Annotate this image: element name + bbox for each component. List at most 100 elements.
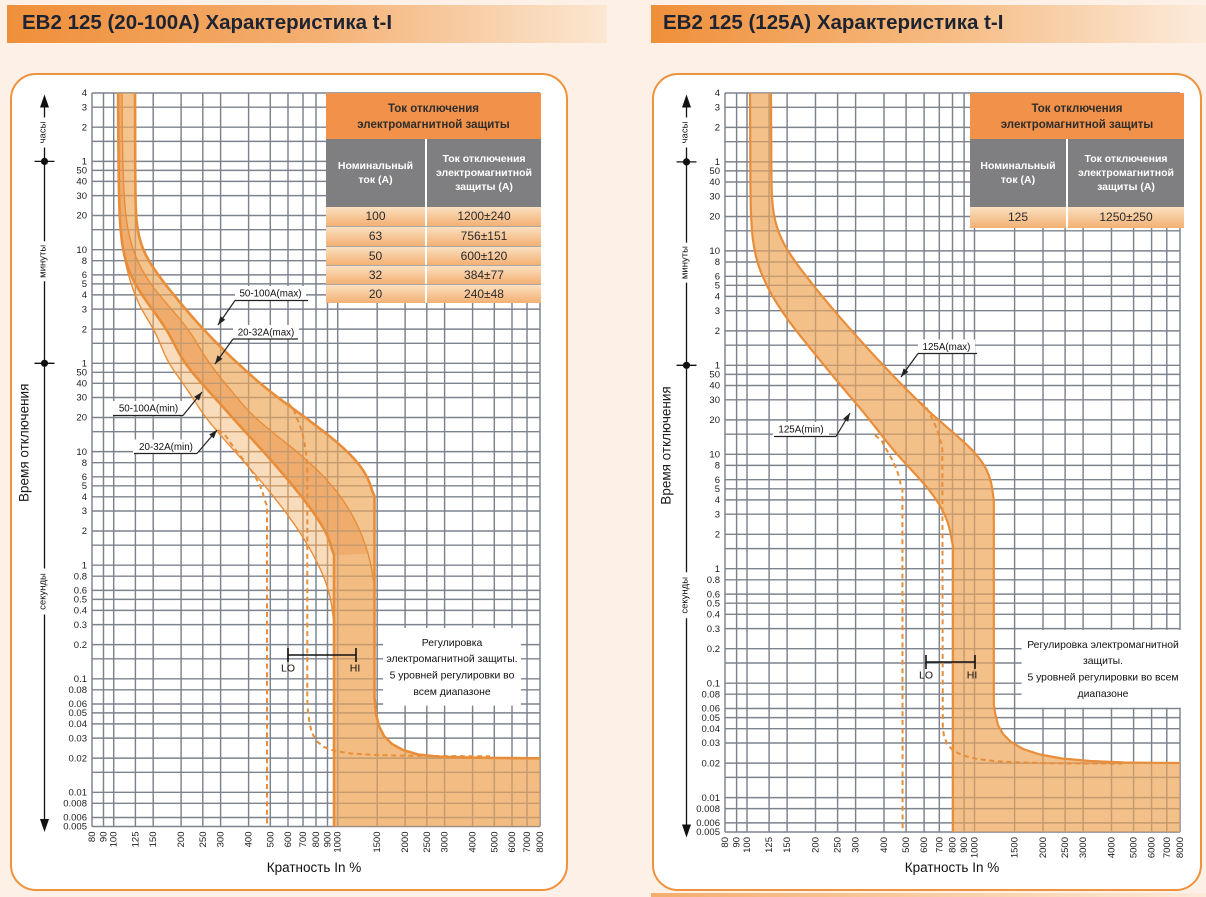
svg-text:HI: HI (967, 670, 978, 682)
svg-text:HI: HI (350, 663, 361, 675)
svg-text:30: 30 (76, 393, 87, 404)
svg-text:600: 600 (919, 837, 930, 853)
svg-text:100: 100 (109, 832, 120, 848)
svg-text:4000: 4000 (468, 832, 479, 853)
svg-text:0.08: 0.08 (702, 689, 721, 700)
svg-text:0.02: 0.02 (69, 753, 88, 764)
svg-text:5: 5 (82, 279, 87, 290)
svg-text:4: 4 (715, 88, 720, 99)
svg-text:4: 4 (715, 292, 720, 303)
svg-text:1: 1 (82, 359, 87, 370)
svg-text:150: 150 (782, 837, 793, 853)
svg-text:10: 10 (76, 447, 87, 458)
svg-text:40: 40 (76, 379, 87, 390)
svg-text:3: 3 (82, 304, 87, 315)
svg-text:50-100A(max): 50-100A(max) (239, 289, 301, 300)
svg-text:8: 8 (715, 461, 720, 472)
svg-text:0.2: 0.2 (707, 644, 720, 655)
svg-text:50: 50 (76, 368, 87, 379)
svg-text:900: 900 (959, 837, 970, 853)
svg-text:90: 90 (99, 832, 110, 843)
svg-text:1500: 1500 (1010, 837, 1021, 858)
svg-text:1: 1 (715, 157, 720, 168)
svg-text:125A(min): 125A(min) (778, 425, 823, 436)
svg-text:0.4: 0.4 (74, 606, 87, 617)
svg-text:10: 10 (76, 245, 87, 256)
svg-text:300: 300 (216, 832, 227, 848)
svg-text:80: 80 (720, 837, 731, 848)
svg-text:2: 2 (82, 324, 87, 335)
svg-text:6000: 6000 (507, 832, 518, 853)
svg-text:Кратность In %: Кратность In % (905, 860, 999, 875)
svg-text:400: 400 (879, 837, 890, 853)
svg-text:5 уровней регулировки во всем: 5 уровней регулировки во всем (1027, 673, 1178, 684)
svg-text:0.06: 0.06 (702, 704, 721, 715)
svg-text:50: 50 (76, 166, 87, 177)
svg-text:250: 250 (833, 837, 844, 853)
svg-text:часы: часы (37, 121, 48, 143)
svg-text:125A(max): 125A(max) (923, 342, 971, 353)
svg-text:80: 80 (87, 832, 98, 843)
svg-text:2: 2 (82, 122, 87, 133)
svg-text:200: 200 (176, 832, 187, 848)
svg-text:0.4: 0.4 (707, 610, 720, 621)
svg-text:5: 5 (715, 281, 720, 292)
svg-text:0.2: 0.2 (74, 640, 87, 651)
svg-text:3: 3 (715, 509, 720, 520)
svg-text:электромагнитной защиты.: электромагнитной защиты. (386, 654, 517, 665)
svg-text:LO: LO (919, 670, 933, 682)
svg-text:3000: 3000 (440, 832, 451, 853)
svg-text:8000: 8000 (1175, 837, 1186, 858)
svg-text:5000: 5000 (489, 832, 500, 853)
svg-text:90: 90 (732, 837, 743, 848)
svg-text:7000: 7000 (1162, 837, 1173, 858)
svg-text:20: 20 (76, 413, 87, 424)
svg-text:8000: 8000 (535, 832, 546, 853)
svg-text:2: 2 (715, 530, 720, 541)
svg-text:Регулировка электромагнитной: Регулировка электромагнитной (1027, 640, 1179, 651)
svg-text:10: 10 (709, 450, 720, 461)
svg-text:3: 3 (82, 506, 87, 517)
svg-text:40: 40 (709, 381, 720, 392)
svg-text:6: 6 (715, 475, 720, 486)
svg-text:0.03: 0.03 (702, 738, 721, 749)
svg-text:400: 400 (244, 832, 255, 848)
svg-text:50-100A(min): 50-100A(min) (119, 404, 178, 415)
svg-text:1: 1 (82, 560, 87, 571)
svg-text:300: 300 (851, 837, 862, 853)
svg-text:100: 100 (742, 837, 753, 853)
svg-text:8: 8 (82, 458, 87, 469)
svg-text:0.005: 0.005 (696, 827, 720, 838)
svg-text:0.04: 0.04 (702, 724, 721, 735)
svg-text:50: 50 (709, 166, 720, 177)
svg-text:20: 20 (709, 212, 720, 223)
svg-text:8: 8 (715, 257, 720, 268)
svg-text:0.3: 0.3 (74, 620, 87, 631)
svg-text:Время отключения: Время отключения (16, 384, 31, 502)
svg-text:часы: часы (679, 121, 690, 143)
svg-text:0.06: 0.06 (69, 699, 88, 710)
svg-text:минуты: минуты (37, 245, 48, 278)
svg-text:6: 6 (715, 272, 720, 283)
svg-text:4: 4 (82, 492, 87, 503)
svg-text:150: 150 (148, 832, 159, 848)
svg-text:2500: 2500 (422, 832, 433, 853)
svg-text:2000: 2000 (1038, 837, 1049, 858)
svg-text:0.1: 0.1 (74, 674, 87, 685)
svg-text:3000: 3000 (1078, 837, 1089, 858)
svg-text:минуты: минуты (679, 246, 690, 279)
svg-text:диапазоне: диапазоне (1078, 689, 1129, 700)
svg-text:3: 3 (715, 306, 720, 317)
svg-text:800: 800 (948, 837, 959, 853)
svg-text:0.6: 0.6 (74, 586, 87, 597)
svg-text:800: 800 (311, 832, 322, 848)
svg-text:5: 5 (82, 481, 87, 492)
svg-text:1000: 1000 (970, 837, 981, 858)
svg-text:0.006: 0.006 (63, 813, 87, 824)
svg-text:2000: 2000 (400, 832, 411, 853)
svg-text:40: 40 (709, 177, 720, 188)
svg-text:0.1: 0.1 (707, 678, 720, 689)
svg-text:5: 5 (715, 484, 720, 495)
svg-text:40: 40 (76, 177, 87, 188)
svg-text:секунды: секунды (38, 573, 49, 610)
